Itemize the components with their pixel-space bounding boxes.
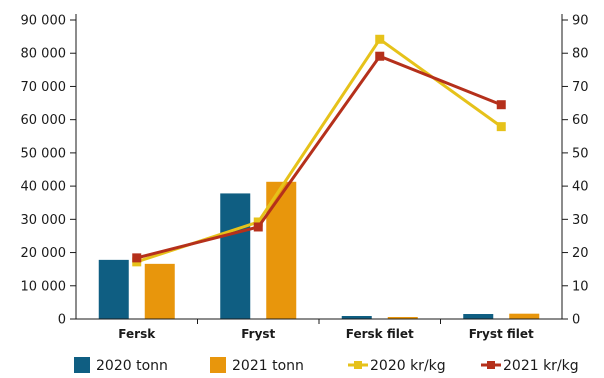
bar-2020-tonn-0 bbox=[98, 259, 129, 319]
line-series bbox=[132, 34, 506, 267]
point-2020-kr-kg-3 bbox=[496, 122, 506, 132]
left-tick-label: 60 000 bbox=[21, 113, 67, 128]
left-tick-label: 30 000 bbox=[21, 213, 67, 228]
legend-label: 2021 tonn bbox=[232, 358, 304, 374]
right-tick-label: 30 bbox=[572, 213, 589, 228]
legend-label: 2020 tonn bbox=[96, 358, 168, 374]
x-axis: Fersk Fryst Fersk filet Fryst filet bbox=[76, 318, 562, 341]
legend-label: 2020 kr/kg bbox=[370, 358, 446, 374]
right-tick-label: 50 bbox=[572, 146, 589, 161]
left-tick-label: 50 000 bbox=[21, 146, 67, 161]
bar-2020-tonn-1 bbox=[220, 193, 251, 319]
left-tick-label: 90 000 bbox=[21, 14, 67, 29]
legend-marker bbox=[487, 361, 495, 369]
left-tick-label: 10 000 bbox=[21, 279, 67, 294]
left-tick-label: 70 000 bbox=[21, 80, 67, 95]
point-2021-kr-kg-2 bbox=[375, 51, 385, 61]
left-axis: 0 10 000 20 000 30 000 40 000 50 000 60 000 70 … bbox=[21, 14, 77, 328]
left-tick-label: 0 bbox=[58, 313, 66, 328]
bar-2021-tonn-3 bbox=[509, 313, 540, 319]
right-tick-label: 80 bbox=[572, 47, 589, 62]
bar-2021-tonn-2 bbox=[387, 317, 418, 319]
left-tick-label: 80 000 bbox=[21, 47, 67, 62]
bar-2020-tonn-3 bbox=[463, 314, 494, 319]
line-2020-kr-kg bbox=[136, 37, 503, 264]
left-tick-label: 40 000 bbox=[21, 180, 67, 195]
point-2020-kr-kg-1 bbox=[253, 217, 263, 227]
category-label: Fryst filet bbox=[469, 327, 534, 341]
line-2021-kr-kg bbox=[136, 54, 502, 260]
legend: 2020 tonn 2021 tonn 2020 kr/kg 2021 kr/kg bbox=[74, 357, 579, 374]
bar-2020-tonn-2 bbox=[341, 316, 372, 319]
category-label: Fersk bbox=[118, 327, 156, 341]
category-label: Fryst bbox=[241, 327, 275, 341]
right-axis: 0 10 20 30 40 50 60 70 80 90 bbox=[561, 14, 589, 328]
bar-2021-tonn-0 bbox=[144, 263, 175, 319]
point-2021-kr-kg-3 bbox=[496, 100, 506, 110]
point-2021-kr-kg-1 bbox=[253, 222, 263, 232]
right-tick-label: 90 bbox=[572, 14, 589, 29]
right-tick-label: 70 bbox=[572, 80, 589, 95]
right-tick-label: 20 bbox=[572, 246, 589, 261]
point-2021-kr-kg-0 bbox=[132, 253, 142, 263]
bar-series bbox=[98, 181, 540, 319]
legend-swatch bbox=[210, 357, 226, 373]
right-tick-label: 0 bbox=[572, 313, 580, 328]
right-tick-label: 10 bbox=[572, 279, 589, 294]
legend-marker bbox=[354, 361, 362, 369]
point-2020-kr-kg-2 bbox=[375, 34, 385, 44]
legend-label: 2021 kr/kg bbox=[503, 358, 579, 374]
legend-swatch bbox=[74, 357, 90, 373]
right-tick-label: 60 bbox=[572, 113, 589, 128]
right-tick-label: 40 bbox=[572, 180, 589, 195]
category-label: Fersk filet bbox=[346, 327, 414, 341]
left-tick-label: 20 000 bbox=[21, 246, 67, 261]
